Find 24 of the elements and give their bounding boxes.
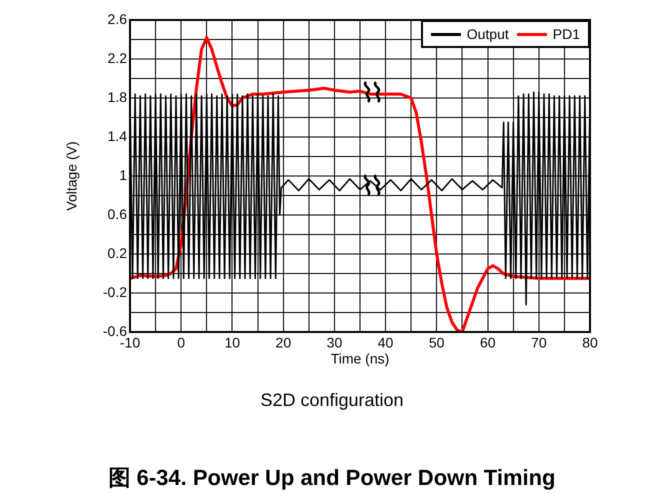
y-tick-label: 1.4 [108,128,128,144]
x-tick-label: 70 [531,334,547,350]
x-tick-label: 80 [582,334,598,350]
legend-label: Output [466,26,509,42]
y-tick-label: 1.8 [108,88,128,105]
y-tick-label: -0.6 [102,322,128,339]
y-tick-label: 2.6 [108,10,128,27]
y-tick-label: 1 [119,166,128,183]
text: S2D configuration [259,390,405,411]
x-tick-label: 40 [378,334,394,350]
x-tick-label: 60 [480,334,496,350]
y-tick-label: 2.2 [108,50,128,66]
y-tick-label: 0.6 [108,206,128,222]
x-tick-label: 30 [326,334,342,350]
x-tick-label: 10 [224,334,240,350]
x-tick-label: 20 [276,334,292,350]
y-tick-label: 0.2 [108,244,128,261]
legend-label: PD1 [552,26,580,42]
x-axis-title: Time (ns) [330,350,390,366]
y-tick-label: -0.2 [102,284,128,300]
x-tick-label: 50 [428,334,445,350]
text: 图 6-34. Power Up and Power Down Timing [108,464,556,492]
x-tick-label: 0 [177,334,186,350]
y-axis-title: Voltage (V) [63,141,80,211]
